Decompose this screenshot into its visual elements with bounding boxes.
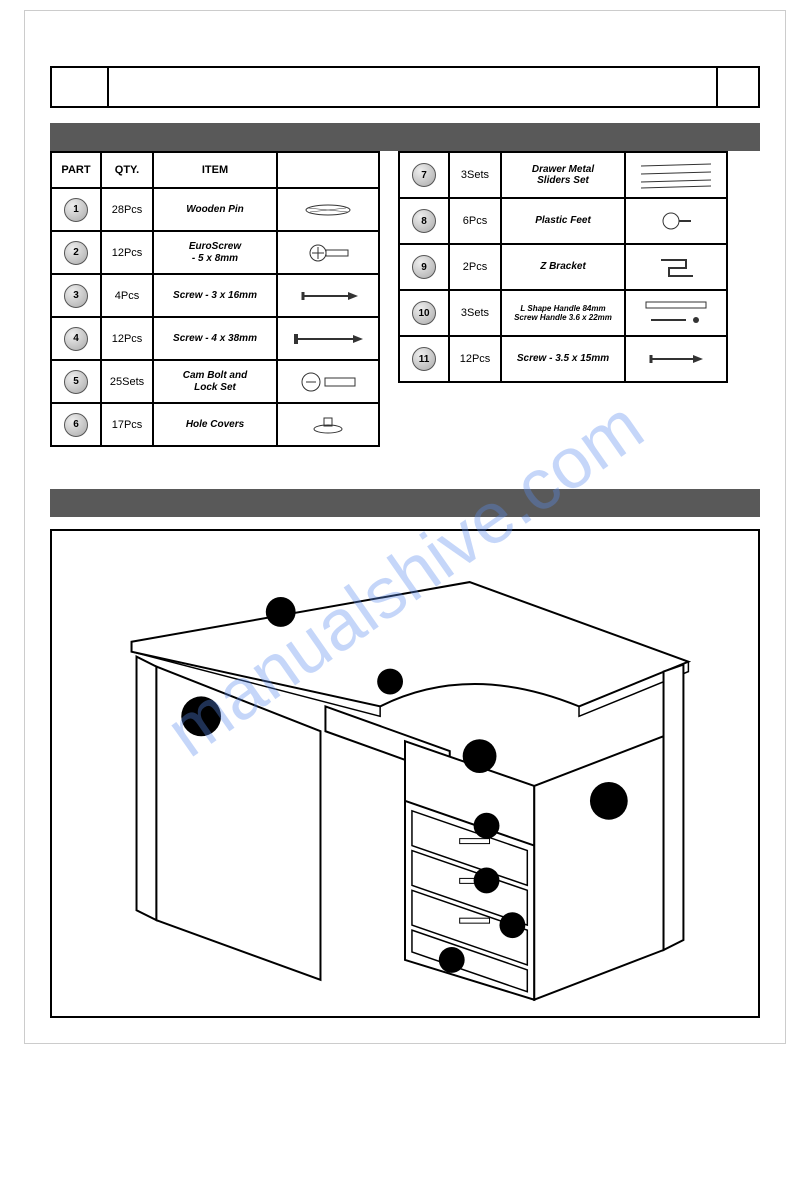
- screw-icon: [641, 351, 711, 367]
- part-icon-cell: [277, 188, 379, 231]
- qty-cell: 12Pcs: [112, 333, 143, 345]
- table-row: 4 12Pcs Screw - 4 x 38mm: [51, 317, 379, 360]
- header-qty: QTY.: [101, 152, 153, 188]
- item-cell: Screw - 3 x 16mm: [154, 288, 276, 304]
- desk-diagram: [50, 529, 760, 1018]
- desk-svg: [52, 531, 758, 1016]
- parts-table-right: 7 3Sets Drawer Metal Sliders Set 8 6Pcs …: [398, 151, 728, 383]
- cam-lock-icon: [293, 370, 363, 394]
- part-icon-cell: [625, 244, 727, 290]
- handle-icon: [636, 298, 716, 328]
- header-part: PART: [51, 152, 101, 188]
- screw-icon: [293, 288, 363, 304]
- header-seg-right: [718, 68, 758, 106]
- header-image: [277, 152, 379, 188]
- header-seg-mid: [109, 68, 718, 106]
- parts-section-bar: [50, 489, 760, 517]
- qty-cell: 28Pcs: [112, 204, 143, 216]
- part-icon-cell: [277, 274, 379, 317]
- header-seg-left: [52, 68, 109, 106]
- qty-cell: 17Pcs: [112, 419, 143, 431]
- part-icon-cell: [277, 360, 379, 403]
- table-row: 1 28Pcs Wooden Pin: [51, 188, 379, 231]
- part-icon-cell: [625, 152, 727, 198]
- table-row: 5 25Sets Cam Bolt and Lock Set: [51, 360, 379, 403]
- qty-cell: 12Pcs: [112, 247, 143, 259]
- qty-cell: 3Sets: [461, 169, 489, 181]
- table-row: 6 17Pcs Hole Covers: [51, 403, 379, 446]
- part-badge: 5: [64, 370, 88, 394]
- part-icon-cell: [277, 317, 379, 360]
- z-bracket-icon: [651, 254, 701, 280]
- item-cell-a: L Shape Handle 84mm: [502, 304, 624, 313]
- part-icon-cell: [625, 198, 727, 244]
- table-row: 8 6Pcs Plastic Feet: [399, 198, 727, 244]
- part-badge: 4: [64, 327, 88, 351]
- part-icon-cell: [277, 403, 379, 446]
- euroscrew-icon: [298, 242, 358, 264]
- plastic-feet-icon: [651, 209, 701, 233]
- table-row: 7 3Sets Drawer Metal Sliders Set: [399, 152, 727, 198]
- table-row: 11 12Pcs Screw - 3.5 x 15mm: [399, 336, 727, 382]
- qty-cell: 12Pcs: [460, 353, 491, 365]
- table-header-row: PART QTY. ITEM: [51, 152, 379, 188]
- screw-long-icon: [288, 331, 368, 347]
- item-cell: Screw - 3.5 x 15mm: [502, 351, 624, 367]
- page-container: manualshive.com PART QTY. ITEM 1 28Pcs W…: [24, 10, 786, 1044]
- parts-tables-row: PART QTY. ITEM 1 28Pcs Wooden Pin 2 12Pc…: [50, 151, 760, 447]
- part-badge: 6: [64, 413, 88, 437]
- item-cell: Drawer Metal Sliders Set: [502, 162, 624, 189]
- header-box: [50, 66, 760, 108]
- part-badge: 11: [412, 347, 436, 371]
- hole-cover-icon: [303, 414, 353, 436]
- table-row: 9 2Pcs Z Bracket: [399, 244, 727, 290]
- slider-icon: [631, 160, 721, 190]
- part-icon-cell: [625, 290, 727, 336]
- qty-cell: 4Pcs: [115, 290, 139, 302]
- table-row: 10 3Sets L Shape Handle 84mm Screw Handl…: [399, 290, 727, 336]
- item-cell: Screw - 4 x 38mm: [154, 331, 276, 347]
- part-badge: 7: [412, 163, 436, 187]
- hardware-section-bar: [50, 123, 760, 151]
- table-row: 3 4Pcs Screw - 3 x 16mm: [51, 274, 379, 317]
- item-cell: Hole Covers: [154, 417, 276, 433]
- part-badge: 9: [412, 255, 436, 279]
- item-cell: Cam Bolt and Lock Set: [154, 368, 276, 395]
- table-row: 2 12Pcs EuroScrew - 5 x 8mm: [51, 231, 379, 274]
- qty-cell: 6Pcs: [463, 215, 487, 227]
- part-badge: 3: [64, 284, 88, 308]
- item-cell-b: Screw Handle 3.6 x 22mm: [502, 313, 624, 322]
- qty-cell: 25Sets: [110, 376, 144, 388]
- part-icon-cell: [625, 336, 727, 382]
- part-badge: 1: [64, 198, 88, 222]
- item-cell: EuroScrew - 5 x 8mm: [154, 239, 276, 266]
- part-badge: 2: [64, 241, 88, 265]
- part-badge: 8: [412, 209, 436, 233]
- header-item: ITEM: [153, 152, 277, 188]
- part-badge: 10: [412, 301, 436, 325]
- qty-cell: 3Sets: [461, 307, 489, 319]
- part-icon-cell: [277, 231, 379, 274]
- item-cell: Wooden Pin: [154, 202, 276, 218]
- item-cell: Plastic Feet: [502, 213, 624, 229]
- qty-cell: 2Pcs: [463, 261, 487, 273]
- wooden-pin-icon: [298, 200, 358, 220]
- item-cell: Z Bracket: [502, 259, 624, 275]
- parts-table-left: PART QTY. ITEM 1 28Pcs Wooden Pin 2 12Pc…: [50, 151, 380, 447]
